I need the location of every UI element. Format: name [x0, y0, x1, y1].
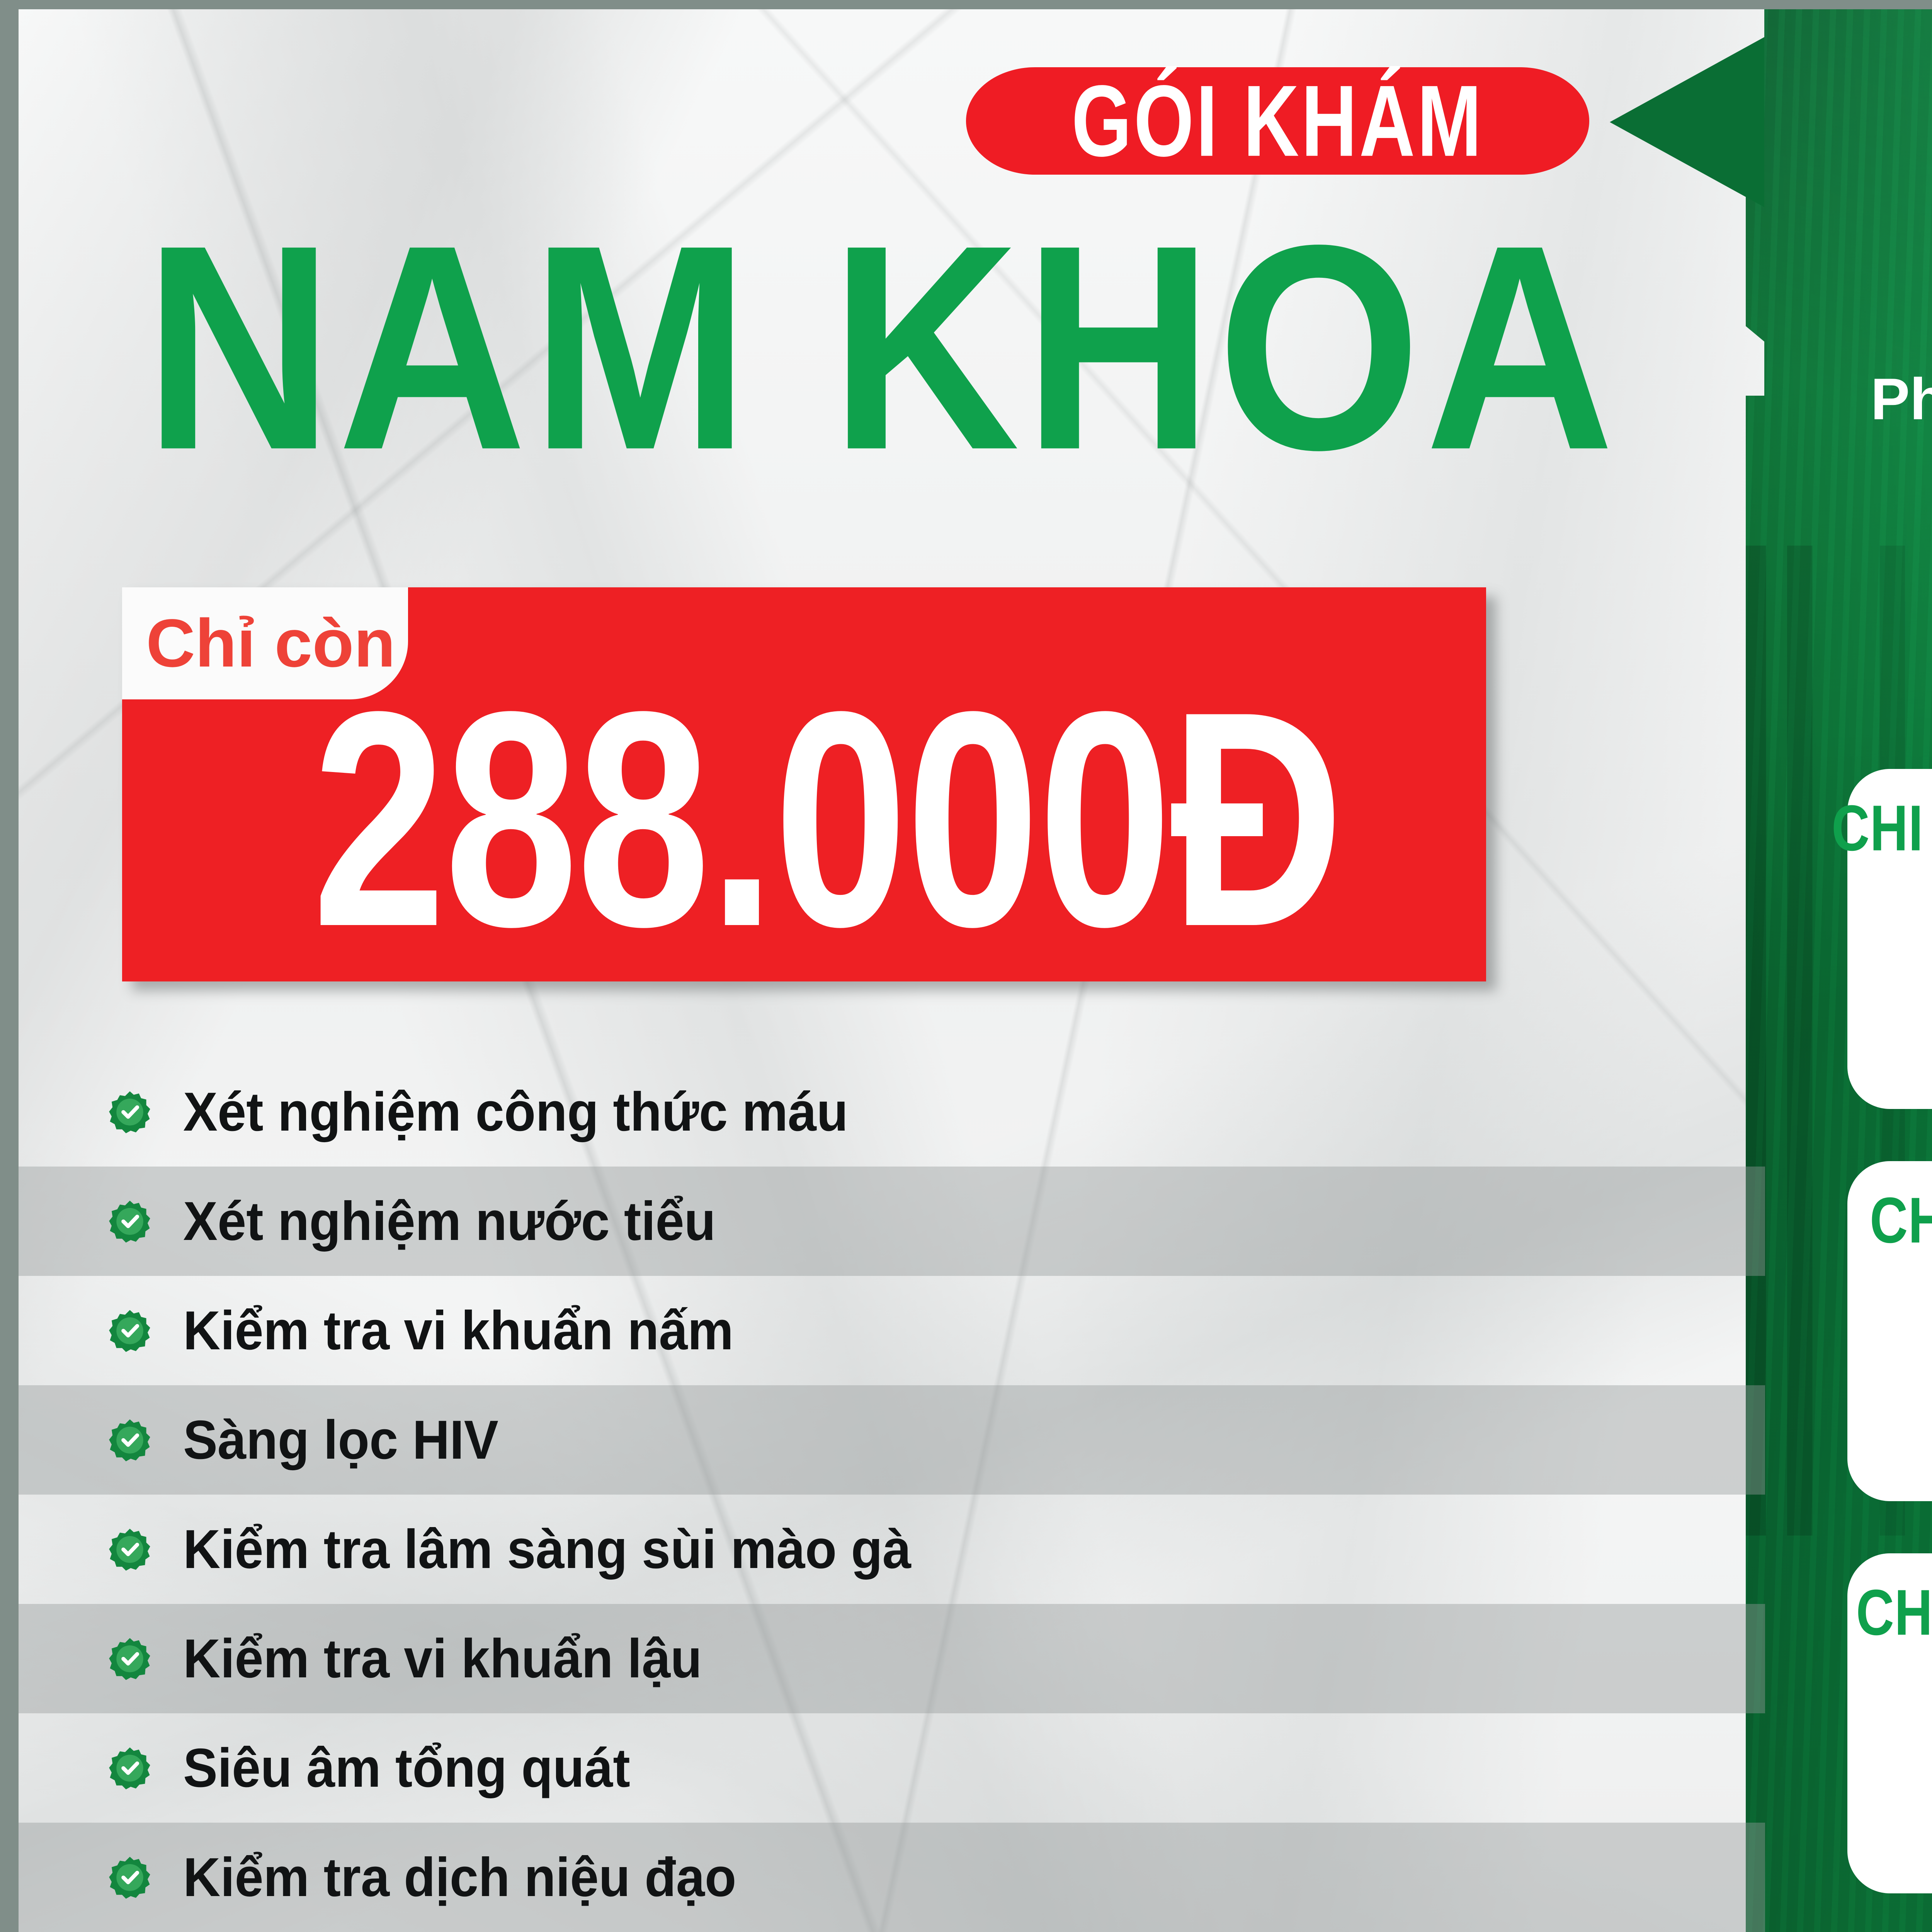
discount-card: CHI PHÍ KIỂM TRA GIẢM 30 %: [1847, 1553, 1932, 1893]
poster-canvas: GÓI KHÁM NAM KHOA Chỉ còn 288.000Đ: [19, 9, 1932, 1932]
list-item-label: Siêu âm tổng quát: [183, 1737, 630, 1799]
price-prefix-tag: Chỉ còn: [122, 587, 408, 699]
check-badge-icon: [108, 1747, 151, 1790]
discount-cards: CHI PHÍ THỦ THUẬT GIẢM 50 % CHI PHÍ ĐIỀU…: [1832, 769, 1932, 1932]
list-item-label: Kiểm tra vi khuẩn nấm: [183, 1299, 734, 1361]
list-item-label: Xét nghiệm công thức máu: [183, 1081, 848, 1143]
discount-card-title: CHI PHÍ THỦ THUẬT GIẢM: [1831, 792, 1932, 865]
list-item: Kiểm tra vi khuẩn nấm: [19, 1276, 1765, 1385]
list-item: Siêu âm tổng quát: [19, 1713, 1765, 1823]
green-pointer-arrow-icon: [1610, 37, 1764, 207]
check-badge-icon: [108, 1528, 151, 1571]
discount-card: CHI PHÍ ĐIỀU TRỊ GIẢM 30 %: [1847, 1161, 1932, 1501]
clinic-logo: Phòng khám đa khoa ĐÀ LẠT: [1745, 125, 1932, 628]
goi-kham-badge-label: GÓI KHÁM: [1071, 64, 1484, 178]
check-badge-icon: [108, 1856, 151, 1899]
list-item-label: Kiểm tra dịch niệu đạo: [183, 1846, 736, 1908]
list-item: Xét nghiệm nước tiểu: [19, 1167, 1765, 1276]
check-badge-icon: [108, 1200, 151, 1243]
list-item: Sàng lọc HIV: [19, 1385, 1765, 1495]
price-amount: 288.000Đ: [312, 648, 1344, 990]
clinic-subtitle: Phòng khám đa khoa: [1871, 366, 1932, 432]
list-item: Kiểm tra vi khuẩn lậu: [19, 1604, 1765, 1713]
check-badge-icon: [108, 1090, 151, 1134]
list-item: Xét nghiệm công thức máu: [19, 1057, 1765, 1167]
check-badge-icon: [108, 1418, 151, 1462]
discount-card-title: CHI PHÍ KIỂM TRA GIẢM: [1856, 1576, 1932, 1649]
services-list: Xét nghiệm công thức máu Xét nghiệm nước…: [19, 1057, 1765, 1932]
list-item: Kiểm tra dịch niệu đạo: [19, 1823, 1765, 1932]
check-badge-icon: [108, 1637, 151, 1680]
list-item-label: Kiểm tra lâm sàng sùi mào gà: [183, 1518, 912, 1580]
discount-card-title: CHI PHÍ ĐIỀU TRỊ GIẢM: [1869, 1184, 1932, 1257]
check-badge-icon: [108, 1309, 151, 1352]
discount-card: CHI PHÍ THỦ THUẬT GIẢM 50 %: [1832, 769, 1932, 1109]
price-prefix-label: Chỉ còn: [146, 605, 396, 681]
list-item-label: Kiểm tra vi khuẩn lậu: [183, 1628, 702, 1689]
list-item-label: Sàng lọc HIV: [183, 1409, 498, 1471]
goi-kham-badge: GÓI KHÁM: [966, 64, 1589, 177]
list-item-label: Xét nghiệm nước tiểu: [183, 1190, 716, 1252]
page-title: NAM KHOA: [144, 184, 1619, 510]
price-block: Chỉ còn 288.000Đ: [122, 587, 1486, 981]
list-item: Kiểm tra lâm sàng sùi mào gà: [19, 1495, 1765, 1604]
